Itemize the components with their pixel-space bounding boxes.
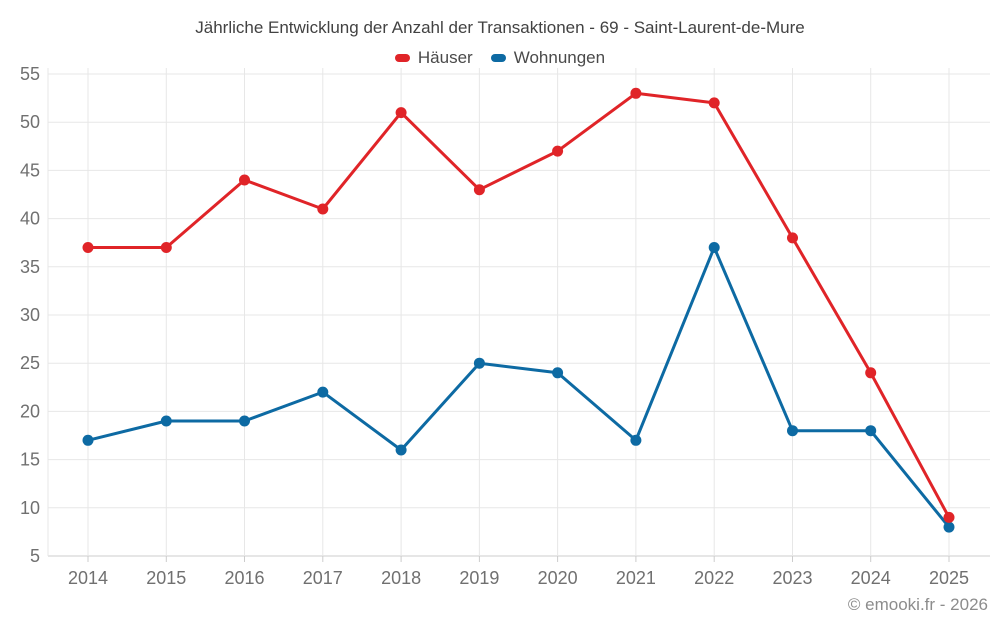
x-tick-label: 2018 (381, 568, 421, 588)
data-point[interactable] (943, 521, 955, 533)
data-point[interactable] (395, 107, 407, 119)
x-tick-label: 2017 (303, 568, 343, 588)
data-point[interactable] (160, 242, 172, 253)
x-tick-label: 2019 (459, 568, 499, 588)
legend-label-wohnungen: Wohnungen (513, 48, 606, 67)
y-tick-label: 10 (20, 498, 40, 518)
data-point[interactable] (239, 174, 250, 186)
y-tick-label: 5 (30, 546, 40, 566)
data-point[interactable] (552, 145, 564, 157)
data-point[interactable] (239, 415, 250, 427)
legend-swatch-haeuser-icon (394, 54, 410, 62)
data-point[interactable] (708, 242, 720, 253)
y-tick-label: 55 (20, 64, 40, 84)
data-point[interactable] (473, 184, 485, 196)
x-tick-label: 2016 (224, 568, 264, 588)
x-tick-label: 2024 (851, 568, 891, 588)
copyright-footer: © emooki.fr - 2026 (847, 595, 988, 614)
chart-title: Jährliche Entwicklung der Anzahl der Tra… (195, 18, 805, 37)
legend-swatch-wohnungen-icon (490, 54, 506, 62)
data-point[interactable] (160, 415, 172, 427)
data-point[interactable] (787, 232, 798, 244)
x-tick-label: 2025 (929, 568, 969, 588)
legend-item-wohnungen[interactable]: Wohnungen (490, 48, 606, 68)
y-tick-label: 50 (20, 112, 40, 132)
data-point[interactable] (787, 425, 798, 437)
data-point[interactable] (865, 425, 877, 437)
data-point[interactable] (473, 357, 485, 369)
x-tick-label: 2014 (68, 568, 108, 588)
x-tick-label: 2023 (772, 568, 812, 588)
data-point[interactable] (317, 203, 329, 215)
data-point[interactable] (317, 386, 329, 398)
legend-label-haeuser: Häuser (417, 48, 473, 67)
legend-item-haeuser[interactable]: Häuser (394, 48, 473, 68)
x-tick-label: 2020 (538, 568, 578, 588)
x-tick-label: 2015 (146, 568, 186, 588)
data-point[interactable] (708, 97, 720, 109)
data-point[interactable] (395, 444, 407, 456)
data-point[interactable] (82, 242, 94, 253)
y-tick-label: 35 (20, 257, 40, 277)
data-point[interactable] (630, 434, 642, 446)
data-point[interactable] (82, 434, 94, 446)
x-tick-label: 2021 (616, 568, 656, 588)
data-point[interactable] (552, 367, 564, 379)
data-point[interactable] (865, 367, 877, 379)
data-point[interactable] (630, 87, 642, 99)
data-point[interactable] (943, 511, 955, 523)
y-tick-label: 20 (20, 401, 40, 421)
y-tick-label: 15 (20, 450, 40, 470)
chart-legend: Häuser Wohnungen (0, 47, 1000, 69)
series-line-Häuser (86, 91, 951, 519)
y-tick-label: 40 (20, 209, 40, 229)
y-tick-label: 30 (20, 305, 40, 325)
y-tick-label: 25 (20, 353, 40, 373)
series-line-Wohnungen (86, 246, 951, 529)
y-tick-label: 45 (20, 160, 40, 180)
x-tick-label: 2022 (694, 568, 734, 588)
